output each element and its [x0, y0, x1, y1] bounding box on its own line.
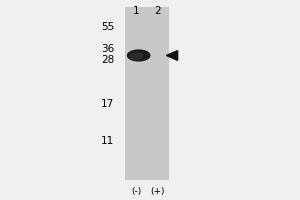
Text: 36: 36 [101, 44, 114, 54]
Bar [125, 7, 169, 180]
Text: (-): (-) [131, 187, 142, 196]
Ellipse shape [128, 50, 150, 61]
Text: 17: 17 [101, 99, 114, 109]
Polygon shape [166, 51, 178, 60]
Text: 2: 2 [154, 6, 161, 16]
Text: 28: 28 [101, 55, 114, 65]
Text: 11: 11 [101, 136, 114, 146]
Text: (+): (+) [150, 187, 165, 196]
Ellipse shape [130, 53, 142, 59]
Text: 55: 55 [101, 22, 114, 32]
Text: 1: 1 [133, 6, 140, 16]
